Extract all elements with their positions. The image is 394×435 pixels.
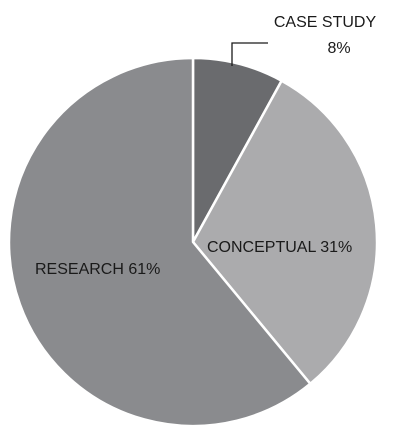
pie-slices	[7, 56, 379, 428]
conceptual-value: 31%	[320, 239, 352, 256]
pie-slice-research	[7, 56, 312, 428]
case-study-value: 8%	[327, 40, 350, 57]
research-value: 61%	[128, 261, 160, 278]
case-study-callout-line	[231, 42, 268, 66]
pie-slice-case-study	[191, 56, 283, 244]
conceptual-label-line: CONCEPTUAL 31%	[207, 239, 352, 256]
research-label: RESEARCH	[35, 261, 124, 278]
pie-labels: CASE STUDY 8% CONCEPTUAL 31% RESEARCH 61…	[35, 14, 376, 278]
case-study-label: CASE STUDY	[274, 14, 377, 31]
research-label-line: RESEARCH 61%	[35, 261, 160, 278]
conceptual-label: CONCEPTUAL	[207, 239, 316, 256]
pie-slice-conceptual	[191, 79, 379, 386]
